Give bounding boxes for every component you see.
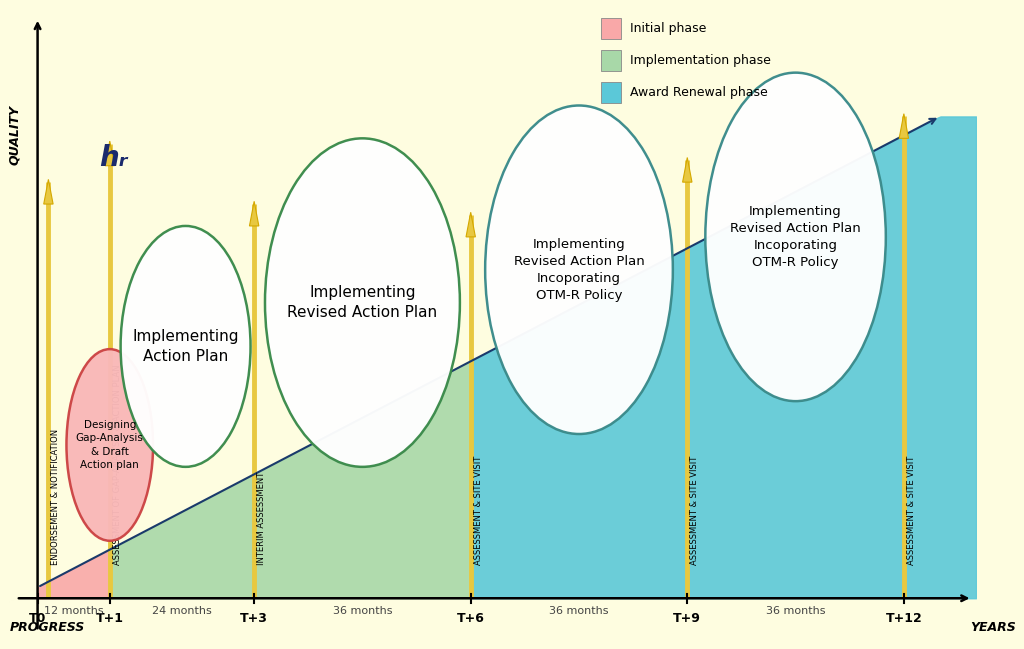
Text: Initial phase: Initial phase	[630, 22, 706, 35]
Text: T+12: T+12	[886, 612, 923, 625]
Text: 36 months: 36 months	[549, 606, 608, 616]
Text: Implementation phase: Implementation phase	[630, 54, 770, 67]
Text: T+9: T+9	[674, 612, 701, 625]
Ellipse shape	[265, 138, 460, 467]
Ellipse shape	[67, 349, 153, 541]
Ellipse shape	[121, 226, 251, 467]
Text: hᵣ: hᵣ	[99, 143, 128, 171]
Ellipse shape	[485, 106, 673, 434]
Text: PROGRESS: PROGRESS	[10, 621, 85, 634]
Text: Implementing
Revised Action Plan
Incoporating
OTM-R Policy: Implementing Revised Action Plan Incopor…	[514, 238, 644, 302]
FancyBboxPatch shape	[601, 18, 621, 39]
Text: Implementing
Revised Action Plan
Incoporating
OTM-R Policy: Implementing Revised Action Plan Incopor…	[730, 205, 861, 269]
Text: ASSESSMENT & SITE VISIT: ASSESSMENT & SITE VISIT	[474, 456, 482, 565]
Polygon shape	[683, 158, 692, 182]
Text: T+1: T+1	[96, 612, 124, 625]
Text: T0: T0	[29, 612, 46, 625]
Text: ENDORSEMENT & NOTIFICATION: ENDORSEMENT & NOTIFICATION	[51, 429, 60, 565]
Text: 12 months: 12 months	[44, 606, 103, 616]
Text: Implementing
Action Plan: Implementing Action Plan	[132, 329, 239, 364]
FancyBboxPatch shape	[601, 82, 621, 103]
Ellipse shape	[706, 73, 886, 401]
Text: ASSESSMENT & SITE VISIT: ASSESSMENT & SITE VISIT	[690, 456, 699, 565]
FancyBboxPatch shape	[601, 50, 621, 71]
Polygon shape	[105, 141, 115, 165]
Text: ASSESSMENT & SITE VISIT: ASSESSMENT & SITE VISIT	[906, 456, 915, 565]
Text: ASSESSMENT OF GAP-ANALYSIS & ACTION PLAN: ASSESSMENT OF GAP-ANALYSIS & ACTION PLAN	[113, 365, 122, 565]
Text: Designing
Gap-Analysis
& Draft
Action plan: Designing Gap-Analysis & Draft Action pl…	[76, 420, 143, 470]
Polygon shape	[44, 179, 53, 204]
Polygon shape	[899, 114, 908, 138]
Text: Award Renewal phase: Award Renewal phase	[630, 86, 767, 99]
Polygon shape	[466, 212, 475, 237]
Text: T+6: T+6	[457, 612, 484, 625]
Text: T+3: T+3	[241, 612, 268, 625]
Text: INTERIM ASSESSMENT: INTERIM ASSESSMENT	[257, 472, 266, 565]
Polygon shape	[250, 201, 259, 226]
Text: YEARS: YEARS	[971, 621, 1016, 634]
Text: Implementing
Revised Action Plan: Implementing Revised Action Plan	[288, 285, 437, 320]
Text: 36 months: 36 months	[766, 606, 825, 616]
Text: 24 months: 24 months	[153, 606, 212, 616]
Text: 36 months: 36 months	[333, 606, 392, 616]
Text: QUALITY: QUALITY	[8, 106, 20, 165]
